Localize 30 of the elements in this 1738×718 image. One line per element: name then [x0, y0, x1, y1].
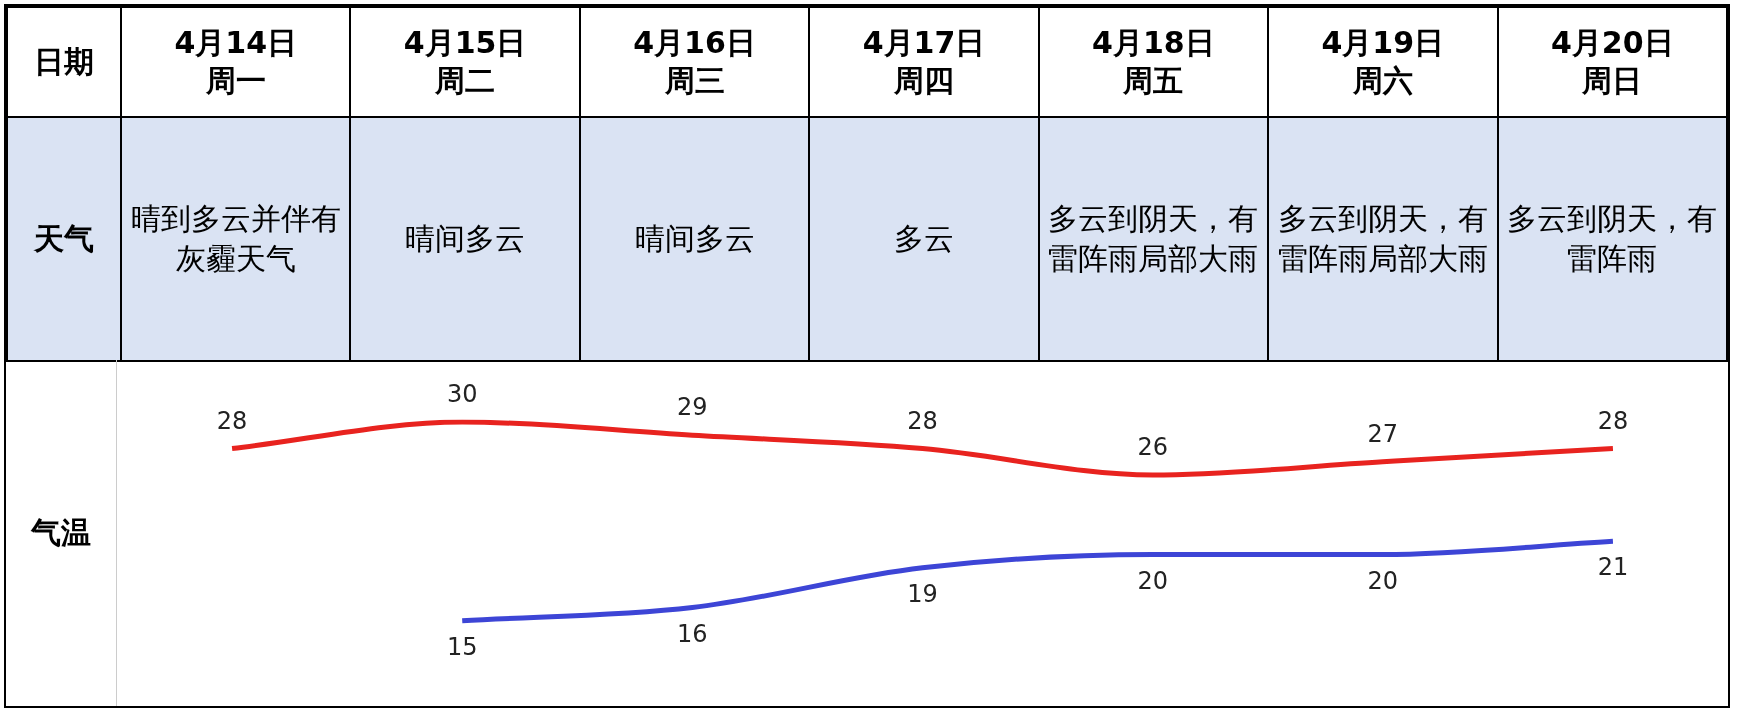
x-tick-label: 4月14日周一: [174, 24, 298, 100]
text: 晴间多云: [579, 117, 810, 361]
x-tick-label: 4月15日周二: [403, 24, 527, 100]
data-label: 19: [907, 579, 938, 608]
data-label: 29: [677, 393, 708, 422]
data-label: 28: [907, 406, 938, 435]
x-tick-label: 4月17日周四: [862, 24, 986, 100]
x-tick-label: 4月19日周六: [1321, 24, 1445, 100]
data-label: 27: [1367, 419, 1399, 448]
data-label: 20: [1367, 566, 1399, 595]
data-label: 30: [446, 380, 478, 409]
y-axis-title: 气温: [6, 360, 117, 706]
text: 多云到阴天，有雷阵雨局部大雨: [1038, 117, 1269, 361]
data-label: 28: [216, 406, 248, 435]
text: 多云到阴天，有雷阵雨局部大雨: [1268, 117, 1498, 361]
text: 晴间多云: [350, 117, 580, 361]
data-label: 28: [1597, 406, 1629, 435]
x-tick-label: 4月16日周三: [633, 24, 757, 100]
x-axis-title: 日期: [7, 7, 121, 117]
data-label: 16: [677, 619, 708, 648]
text: 晴到多云并伴有灰霾天气: [121, 117, 351, 361]
x-tick-label: 4月20日周日: [1550, 24, 1674, 100]
text: 多云: [809, 117, 1039, 361]
x-tick-label: 4月18日周五: [1091, 24, 1215, 100]
text: 天气: [7, 117, 121, 361]
data-label: 15: [446, 632, 478, 661]
data-label: 26: [1137, 433, 1168, 462]
text: 多云到阴天，有雷阵雨: [1497, 117, 1727, 361]
data-label: 20: [1137, 566, 1168, 595]
data-label: 21: [1597, 553, 1629, 582]
